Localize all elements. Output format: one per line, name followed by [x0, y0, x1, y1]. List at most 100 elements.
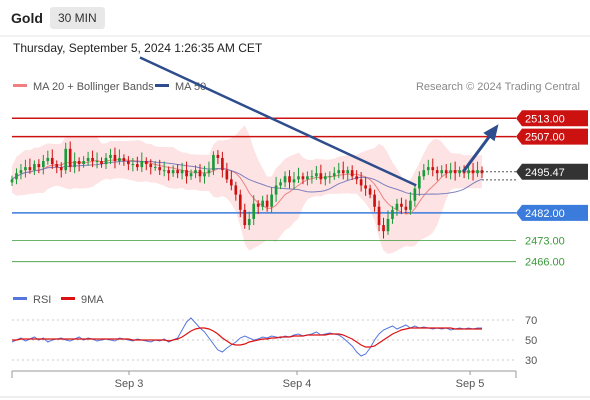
candle-54: [252, 203, 256, 219]
candle-47: [221, 157, 224, 171]
candle-18: [91, 157, 94, 162]
candle-14: [73, 161, 76, 168]
candle-90: [413, 188, 417, 201]
candle-30: [144, 161, 148, 165]
rsi-ma-line: [12, 327, 482, 348]
candle-44: [207, 170, 211, 174]
level-label-2: 2482.00: [525, 208, 565, 220]
level-tag-2: [516, 204, 588, 221]
candle-33: [158, 167, 162, 171]
level-label-4: 2466.00: [525, 257, 565, 269]
candle-13: [68, 148, 72, 168]
rsi-legend-swatch-0: [13, 297, 27, 300]
level-tag-1: [516, 128, 588, 145]
level-label-3: 2473.00: [525, 235, 565, 247]
rsi-line: [11, 317, 482, 357]
candle-12: [64, 148, 68, 171]
x-tick-label-0: Sep 3: [115, 378, 144, 390]
candle-94: [431, 167, 435, 171]
candle-6: [37, 164, 41, 168]
candle-2: [19, 170, 23, 174]
candle-21: [104, 157, 108, 165]
candle-59: [274, 185, 278, 195]
candle-50: [234, 185, 238, 195]
candle-43: [203, 173, 206, 177]
candle-46: [216, 154, 220, 158]
candle-72: [332, 173, 336, 177]
candle-52: [243, 209, 247, 226]
rsi-tick-1: 50: [525, 335, 537, 347]
candle-51: [238, 194, 242, 210]
candle-49: [230, 179, 233, 186]
candle-70: [324, 176, 327, 180]
candle-25: [122, 157, 126, 162]
candle-39: [185, 170, 188, 177]
candle-89: [409, 200, 412, 210]
candle-48: [225, 170, 229, 180]
candle-4: [28, 167, 32, 171]
candle-8: [46, 157, 50, 162]
candle-82: [377, 206, 381, 226]
current-price-tag: [516, 163, 588, 180]
candle-83: [382, 225, 385, 232]
candle-79: [364, 185, 367, 189]
candle-0: [10, 179, 14, 183]
candle-73: [337, 170, 341, 174]
level-label-1: 2507.00: [525, 132, 565, 144]
instrument-title: Gold: [11, 10, 43, 26]
timestamp-label: Thursday, September 5, 2024 1:26:35 AM C…: [13, 41, 263, 55]
candle-69: [319, 173, 323, 180]
candle-60: [279, 182, 282, 186]
x-tick-label-1: Sep 4: [283, 378, 312, 390]
candle-102: [467, 170, 470, 174]
candle-15: [77, 161, 81, 165]
level-label-0: 2513.00: [525, 113, 565, 125]
candle-104: [476, 170, 479, 174]
candle-64: [297, 176, 300, 180]
candle-78: [359, 179, 363, 186]
candle-31: [149, 164, 153, 168]
candle-77: [355, 176, 358, 180]
candle-35: [167, 170, 170, 174]
candle-20: [100, 161, 103, 165]
candle-63: [292, 179, 296, 183]
candle-53: [247, 218, 251, 226]
chart-header: Gold 30 MIN: [0, 0, 590, 36]
candle-7: [42, 161, 45, 168]
candle-81: [373, 194, 376, 207]
legend-label-0: MA 20 + Bollinger Bands: [33, 81, 154, 93]
projection-arrow-head: [483, 124, 499, 142]
candle-58: [270, 194, 273, 207]
rsi-legend-label-1: 9MA: [81, 294, 104, 306]
candle-11: [59, 167, 63, 171]
rsi-legend-swatch-1: [61, 297, 75, 300]
rsi-tick-2: 30: [525, 355, 537, 367]
current-price-label: 2495.47: [525, 167, 565, 179]
candle-23: [113, 154, 117, 162]
candle-80: [368, 188, 372, 195]
candle-100: [458, 170, 461, 174]
candle-10: [55, 164, 59, 168]
candle-86: [395, 203, 399, 210]
candle-1: [15, 173, 18, 180]
legend-swatch-1: [155, 84, 169, 87]
candle-66: [306, 176, 309, 180]
timeframe-badge[interactable]: 30 MIN: [50, 7, 105, 29]
candle-65: [301, 176, 305, 180]
candle-24: [118, 157, 121, 162]
candle-9: [50, 157, 54, 165]
candle-68: [315, 173, 318, 177]
candle-61: [283, 176, 287, 183]
candle-55: [256, 203, 260, 207]
candle-74: [341, 170, 345, 174]
candle-29: [140, 161, 144, 168]
rsi-legend-label-0: RSI: [33, 294, 51, 306]
candle-26: [127, 161, 130, 165]
legend-swatch-0: [13, 84, 27, 87]
candle-84: [386, 218, 390, 232]
candle-56: [261, 200, 264, 207]
candle-16: [82, 161, 85, 165]
candle-19: [95, 161, 99, 163]
candle-67: [310, 176, 314, 178]
